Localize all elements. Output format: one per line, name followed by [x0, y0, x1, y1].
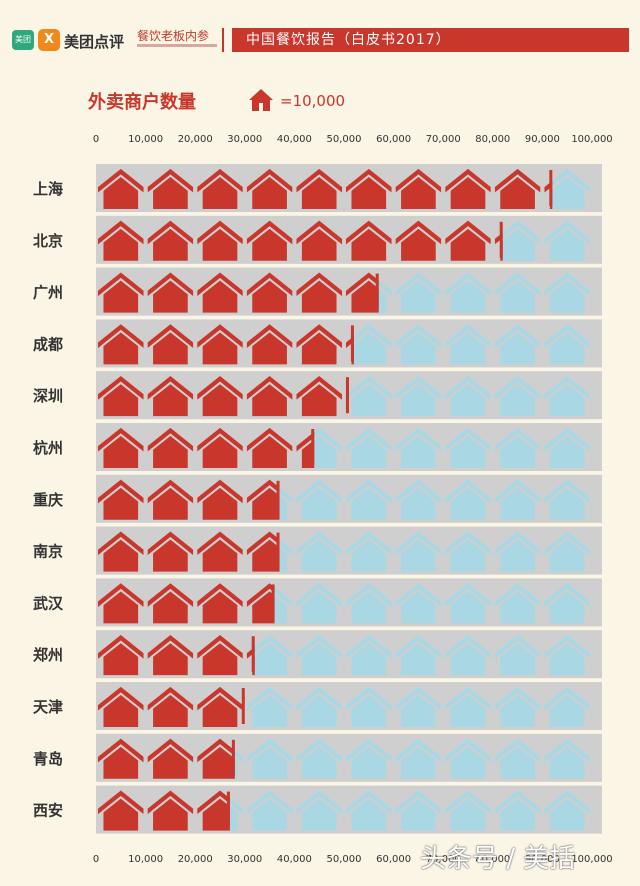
bar-row-0: 上海	[33, 164, 602, 212]
category-label-0: 上海	[33, 180, 63, 198]
bar-end-marker-11	[231, 739, 235, 776]
bar-end-marker-3	[350, 325, 354, 362]
bar-value-6	[96, 474, 280, 523]
x-tick-bottom-9: 90,000	[525, 854, 560, 865]
category-label-2: 广州	[33, 284, 63, 302]
dianping-logo: X	[38, 29, 60, 51]
bar-end-marker-0	[549, 170, 553, 206]
x-tick-bottom-5: 50,000	[327, 854, 362, 865]
bar-row-3: 成都	[33, 319, 602, 368]
x-tick-bottom-8: 80,000	[475, 854, 510, 865]
header: 美团 X 美团点评 餐饮老板内参 中国餐饮报告（白皮书2017）	[0, 0, 640, 80]
x-tick-bottom-0: 0	[93, 854, 99, 865]
x-tick-top-5: 50,000	[327, 134, 362, 145]
x-tick-bottom-1: 10,000	[128, 854, 163, 865]
sub-brand-tagline	[137, 44, 217, 47]
x-tick-bottom-6: 60,000	[376, 854, 411, 865]
bar-value-5	[96, 423, 315, 471]
bar-value-0	[96, 164, 553, 212]
x-tick-top-1: 10,000	[128, 134, 163, 145]
brand-name: 美团点评	[64, 33, 125, 51]
bar-value-11	[96, 733, 235, 782]
x-tick-top-9: 90,000	[525, 134, 560, 145]
bar-value-4	[96, 371, 349, 420]
category-label-10: 天津	[33, 698, 63, 716]
x-tick-top-4: 40,000	[277, 134, 312, 145]
category-label-5: 杭州	[33, 439, 63, 457]
bar-end-marker-10	[241, 688, 245, 724]
x-tick-bottom-4: 40,000	[277, 854, 312, 865]
x-tick-top-3: 30,000	[227, 134, 262, 145]
x-tick-bottom-3: 30,000	[227, 854, 262, 865]
category-label-12: 西安	[33, 802, 63, 820]
x-tick-top-0: 0	[93, 134, 99, 145]
x-tick-bottom-2: 20,000	[178, 854, 213, 865]
bar-row-11: 青岛	[33, 733, 602, 782]
bar-end-marker-12	[226, 791, 230, 828]
bar-value-2	[96, 267, 379, 316]
bar-row-5: 杭州	[33, 423, 602, 471]
legend-text: =10,000	[280, 92, 346, 110]
bar-row-10: 天津	[33, 682, 602, 730]
bar-value-9	[96, 630, 255, 679]
x-tick-bottom-7: 70,000	[426, 854, 461, 865]
bar-end-marker-1	[499, 221, 503, 258]
bar-end-marker-7	[276, 532, 280, 569]
bar-end-marker-4	[345, 377, 349, 414]
x-tick-top-7: 70,000	[426, 134, 461, 145]
category-label-1: 北京	[33, 232, 63, 250]
bar-row-9: 郑州	[33, 630, 602, 679]
meituan-logo: 美团	[12, 30, 34, 50]
category-label-7: 南京	[33, 543, 63, 561]
category-label-11: 青岛	[33, 750, 63, 768]
bar-end-marker-5	[311, 429, 315, 465]
header-divider	[222, 28, 224, 52]
bar-value-7	[96, 526, 280, 575]
bar-row-1: 北京	[33, 215, 602, 264]
chart-title: 外卖商户数量	[88, 92, 196, 113]
bar-row-2: 广州	[33, 267, 602, 316]
watermark: 头条号 / 美括	[420, 844, 576, 874]
category-label-3: 成都	[33, 335, 63, 353]
bar-value-1	[96, 215, 503, 264]
bar-value-10	[96, 682, 245, 730]
sub-brand: 餐饮老板内参	[137, 29, 210, 43]
bar-row-12: 西安	[33, 785, 602, 834]
category-label-4: 深圳	[33, 387, 63, 405]
bar-row-6: 重庆	[33, 474, 602, 523]
category-label-8: 武汉	[33, 594, 64, 612]
x-tick-top-6: 60,000	[376, 134, 411, 145]
bar-value-8	[96, 578, 275, 627]
bar-value-12	[96, 785, 230, 834]
house-icon	[249, 89, 273, 111]
category-label-9: 郑州	[33, 646, 63, 664]
bar-end-marker-9	[251, 636, 255, 673]
report-title: 中国餐饮报告（白皮书2017）	[232, 28, 629, 52]
bar-row-8: 武汉	[33, 578, 602, 627]
bar-end-marker-6	[276, 480, 280, 517]
bar-row-4: 深圳	[33, 371, 602, 420]
bar-row-7: 南京	[33, 526, 602, 575]
x-tick-top-8: 80,000	[475, 134, 510, 145]
bar-end-marker-8	[271, 584, 275, 621]
x-tick-bottom-10: 100,000	[571, 854, 612, 865]
category-label-6: 重庆	[33, 491, 63, 509]
x-tick-top-10: 100,000	[571, 134, 612, 145]
bar-end-marker-2	[375, 273, 379, 310]
x-tick-top-2: 20,000	[178, 134, 213, 145]
bar-value-3	[96, 319, 354, 368]
